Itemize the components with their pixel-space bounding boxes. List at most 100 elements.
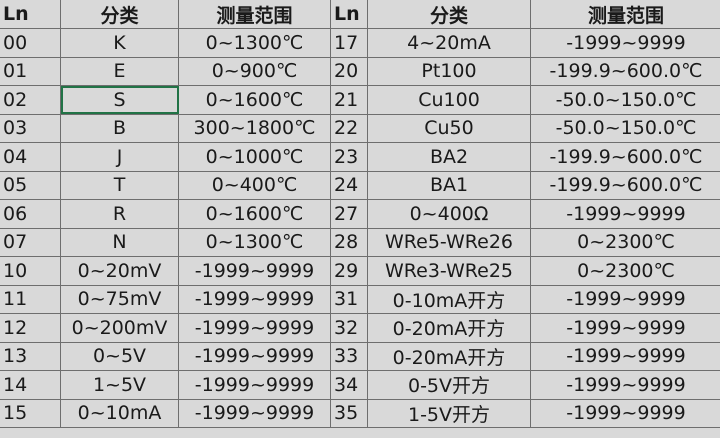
cell-category[interactable]: 0-5V开方: [367, 370, 531, 400]
cell-range[interactable]: -1999~9999: [178, 256, 331, 286]
header-category[interactable]: 分类: [367, 0, 531, 29]
cell-category[interactable]: Pt100: [367, 56, 531, 86]
cell-ln[interactable]: 04: [0, 142, 61, 172]
cell-range[interactable]: 0~1300℃: [178, 227, 331, 257]
cell-ln[interactable]: 27: [330, 199, 368, 229]
cell-ln[interactable]: 28: [330, 227, 368, 257]
cell-category[interactable]: J: [60, 142, 179, 172]
cell-range[interactable]: -1999~9999: [530, 199, 720, 229]
cell-ln[interactable]: 29: [330, 256, 368, 286]
cell-ln[interactable]: 03: [0, 113, 61, 143]
cell-ln[interactable]: 15: [0, 398, 61, 428]
cell-range[interactable]: -1999~9999: [178, 313, 331, 343]
cell-range[interactable]: -1999~9999: [530, 284, 720, 314]
cell-range[interactable]: -1999~9999: [530, 313, 720, 343]
cell-ln[interactable]: 33: [330, 341, 368, 371]
table-row: 04 J 0~1000℃ 23 BA2 -199.9~600.0℃: [0, 142, 720, 172]
cell-category[interactable]: S: [60, 85, 179, 115]
table-row: 10 0~20mV -1999~9999 29 WRe3-WRe25 0~2300℃: [0, 256, 720, 286]
table-row: 14 1~5V -1999~9999 34 0-5V开方 -1999~9999: [0, 370, 720, 400]
cell-ln[interactable]: 02: [0, 85, 61, 115]
cell-range[interactable]: 0~1600℃: [178, 199, 331, 229]
cell-range[interactable]: -1999~9999: [178, 398, 331, 428]
cell-range[interactable]: -1999~9999: [178, 341, 331, 371]
header-ln[interactable]: Ln: [0, 0, 61, 29]
cell-category[interactable]: N: [60, 227, 179, 257]
cell-ln[interactable]: 13: [0, 341, 61, 371]
cell-range[interactable]: -1999~9999: [530, 398, 720, 428]
cell-range[interactable]: 0~900℃: [178, 56, 331, 86]
input-type-table: Ln 分类 测量范围 Ln 分类 测量范围 00 K 0~1300℃ 17 4~20mA -1999…: [0, 0, 720, 428]
header-range[interactable]: 测量范围: [178, 0, 331, 29]
cell-range[interactable]: 0~2300℃: [530, 227, 720, 257]
cell-range[interactable]: -1999~9999: [530, 370, 720, 400]
cell-range[interactable]: -199.9~600.0℃: [530, 170, 720, 200]
cell-ln[interactable]: 24: [330, 170, 368, 200]
cell-category[interactable]: 0~400Ω: [367, 199, 531, 229]
cell-category[interactable]: 0~75mV: [60, 284, 179, 314]
table-row: 06 R 0~1600℃ 27 0~400Ω -1999~9999: [0, 199, 720, 229]
cell-ln[interactable]: 34: [330, 370, 368, 400]
cell-ln[interactable]: 11: [0, 284, 61, 314]
cell-range[interactable]: -1999~9999: [178, 284, 331, 314]
cell-range[interactable]: 0~400℃: [178, 170, 331, 200]
cell-category[interactable]: BA2: [367, 142, 531, 172]
cell-category[interactable]: 1-5V开方: [367, 398, 531, 428]
cell-category[interactable]: Cu100: [367, 85, 531, 115]
cell-category[interactable]: 1~5V: [60, 370, 179, 400]
table-row: 15 0~10mA -1999~9999 35 1-5V开方 -1999~9999: [0, 398, 720, 428]
cell-ln[interactable]: 17: [330, 28, 368, 58]
cell-ln[interactable]: 21: [330, 85, 368, 115]
table-row: 01 E 0~900℃ 20 Pt100 -199.9~600.0℃: [0, 56, 720, 86]
cell-category[interactable]: 0-10mA开方: [367, 284, 531, 314]
cell-ln[interactable]: 05: [0, 170, 61, 200]
header-category[interactable]: 分类: [60, 0, 179, 29]
cell-ln[interactable]: 23: [330, 142, 368, 172]
cell-ln[interactable]: 07: [0, 227, 61, 257]
cell-category[interactable]: B: [60, 113, 179, 143]
cell-ln[interactable]: 01: [0, 56, 61, 86]
cell-category[interactable]: 0-20mA开方: [367, 313, 531, 343]
header-ln[interactable]: Ln: [330, 0, 368, 29]
cell-category[interactable]: 0~20mV: [60, 256, 179, 286]
cell-range[interactable]: -50.0~150.0℃: [530, 85, 720, 115]
cell-range[interactable]: -199.9~600.0℃: [530, 142, 720, 172]
cell-ln[interactable]: 35: [330, 398, 368, 428]
cell-ln[interactable]: 06: [0, 199, 61, 229]
cell-range[interactable]: -199.9~600.0℃: [530, 56, 720, 86]
cell-category[interactable]: 0~10mA: [60, 398, 179, 428]
cell-category[interactable]: T: [60, 170, 179, 200]
cell-ln[interactable]: 14: [0, 370, 61, 400]
cell-range[interactable]: 0~1000℃: [178, 142, 331, 172]
cell-ln[interactable]: 20: [330, 56, 368, 86]
cell-range[interactable]: 0~1300℃: [178, 28, 331, 58]
cell-range[interactable]: -1999~9999: [530, 341, 720, 371]
cell-category[interactable]: 4~20mA: [367, 28, 531, 58]
cell-category[interactable]: 0~5V: [60, 341, 179, 371]
cell-range[interactable]: 300~1800℃: [178, 113, 331, 143]
cell-category[interactable]: E: [60, 56, 179, 86]
cell-range[interactable]: 0~2300℃: [530, 256, 720, 286]
header-row: Ln 分类 测量范围 Ln 分类 测量范围: [0, 0, 720, 29]
cell-category[interactable]: 0~200mV: [60, 313, 179, 343]
cell-range[interactable]: -1999~9999: [530, 28, 720, 58]
table-row: 07 N 0~1300℃ 28 WRe5-WRe26 0~2300℃: [0, 227, 720, 257]
cell-range[interactable]: -50.0~150.0℃: [530, 113, 720, 143]
cell-ln[interactable]: 22: [330, 113, 368, 143]
cell-ln[interactable]: 10: [0, 256, 61, 286]
cell-ln[interactable]: 00: [0, 28, 61, 58]
table-row: 02 S 0~1600℃ 21 Cu100 -50.0~150.0℃: [0, 85, 720, 115]
cell-range[interactable]: 0~1600℃: [178, 85, 331, 115]
cell-category[interactable]: BA1: [367, 170, 531, 200]
header-range[interactable]: 测量范围: [530, 0, 720, 29]
cell-category[interactable]: R: [60, 199, 179, 229]
cell-ln[interactable]: 31: [330, 284, 368, 314]
cell-category[interactable]: WRe5-WRe26: [367, 227, 531, 257]
cell-range[interactable]: -1999~9999: [178, 370, 331, 400]
cell-category[interactable]: K: [60, 28, 179, 58]
cell-category[interactable]: 0-20mA开方: [367, 341, 531, 371]
cell-category[interactable]: Cu50: [367, 113, 531, 143]
cell-ln[interactable]: 12: [0, 313, 61, 343]
cell-ln[interactable]: 32: [330, 313, 368, 343]
cell-category[interactable]: WRe3-WRe25: [367, 256, 531, 286]
